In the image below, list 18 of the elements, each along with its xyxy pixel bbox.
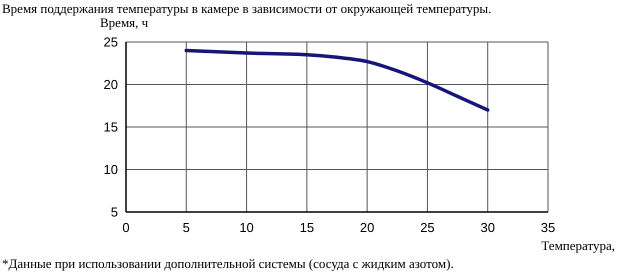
y-tick-label: 20 bbox=[104, 77, 118, 92]
y-tick-label: 10 bbox=[104, 162, 118, 178]
x-tick-label: 20 bbox=[360, 220, 374, 235]
x-tick-label: 10 bbox=[239, 220, 254, 235]
line-series bbox=[184, 48, 490, 112]
x-tick-label: 35 bbox=[540, 220, 556, 235]
y-axis-title: Время, ч bbox=[100, 15, 149, 30]
chart-title: Время поддержания температуры в камере в зависимости от окружающей температуры. bbox=[2, 1, 492, 16]
x-tick-label: 30 bbox=[480, 220, 495, 235]
y-tick-label: 5 bbox=[110, 204, 118, 220]
y-tick-label: 15 bbox=[104, 120, 118, 135]
y-tick-label: 25 bbox=[104, 34, 118, 50]
x-tick-label: 5 bbox=[182, 220, 190, 235]
x-tick-label: 0 bbox=[122, 220, 130, 235]
x-tick-label: 15 bbox=[300, 220, 314, 235]
text: *Данные при использовании дополнительной системы (сосуда с жидким азотом). bbox=[2, 256, 454, 271]
x-tick-label: 25 bbox=[420, 220, 435, 235]
x-axis-title: Температура, bbox=[541, 238, 615, 253]
